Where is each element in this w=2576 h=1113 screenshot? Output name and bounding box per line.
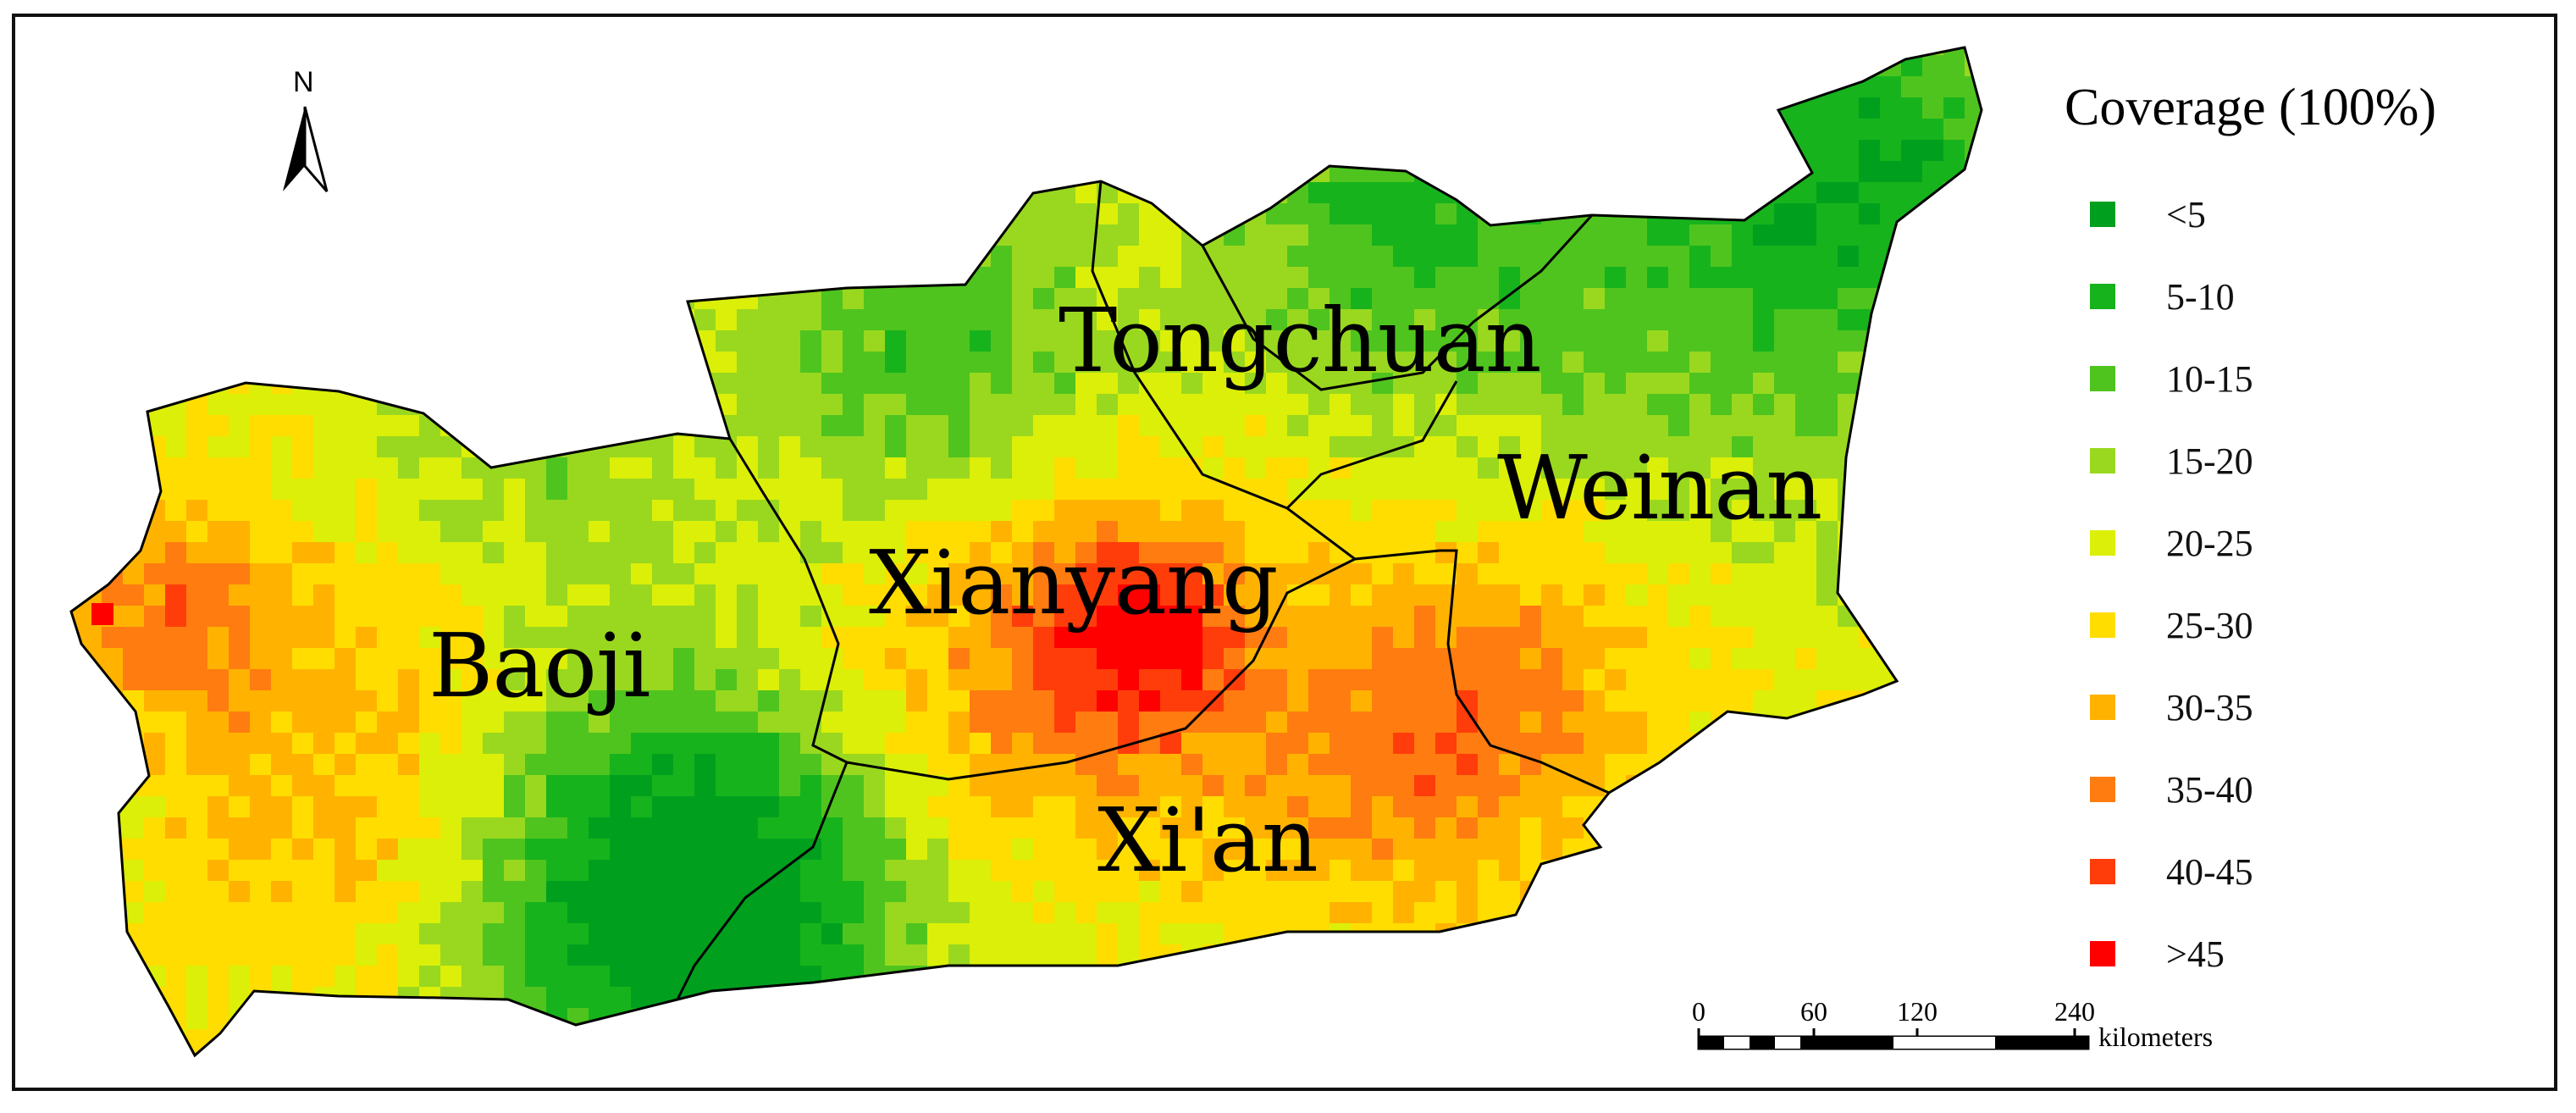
scale-tick-0: 0 [1692,996,1705,1027]
legend-item: 5-10 [2090,275,2235,318]
boundary-xian-weinan [1354,549,1610,795]
scale-bar [1697,1028,2090,1050]
legend-label: >45 [2166,933,2225,975]
legend-swatch [2090,941,2115,966]
legend-item: 40-45 [2090,850,2253,893]
legend-item: 25-30 [2090,604,2253,646]
legend-item: 35-40 [2090,768,2253,811]
legend-swatch [2090,284,2115,309]
legend-item: 30-35 [2090,686,2253,728]
region-label-xianyang: Xianyang [869,531,1279,634]
legend-item: <5 [2090,193,2206,235]
legend-swatch [2090,448,2115,473]
scale-unit: kilometers [2098,1022,2214,1052]
legend-label: 25-30 [2166,604,2253,646]
legend-label: <5 [2166,193,2206,235]
scale-tick-60: 60 [1800,996,1827,1027]
legend-item: 10-15 [2090,357,2253,400]
scale-tick-240: 240 [2054,996,2095,1027]
legend-swatch [2090,366,2115,391]
north-arrow-icon [283,106,329,192]
legend-label: 15-20 [2166,440,2253,482]
region-label-baoji: Baoji [428,614,651,717]
boundary-baoji-xianyang [728,438,848,764]
legend-label: 10-15 [2166,357,2253,400]
legend-label: 20-25 [2166,522,2253,564]
boundary-xianyang-xian [846,557,1356,781]
legend-item: >45 [2090,933,2225,975]
legend-item: 15-20 [2090,440,2253,482]
legend-swatch [2090,777,2115,802]
boundary-tongchuan-weinan [1201,213,1594,391]
legend-label: 5-10 [2166,275,2235,318]
legend-label: 40-45 [2166,850,2253,893]
boundary-baoji-xian [676,761,849,1000]
boundary-xianyang-weinan [1285,380,1458,510]
region-label-weinan: Weinan [1497,436,1822,540]
legend-swatch [2090,612,2115,638]
legend-swatch [2090,695,2115,720]
legend-swatch [2090,859,2115,884]
boundary-xianyang-tongchuan [1091,180,1356,561]
legend-swatch [2090,202,2115,227]
legend-title: Coverage (100%) [2065,79,2436,136]
legend-label: 30-35 [2166,686,2253,728]
region-label-tongchuan: Tongchuan [1059,289,1542,392]
legend-label: 35-40 [2166,768,2253,811]
legend-item: 20-25 [2090,522,2253,564]
scale-tick-120: 120 [1897,996,1938,1027]
legend-swatch [2090,530,2115,556]
north-label: N [293,66,314,98]
region-label-xian: Xi'an [1097,789,1318,892]
